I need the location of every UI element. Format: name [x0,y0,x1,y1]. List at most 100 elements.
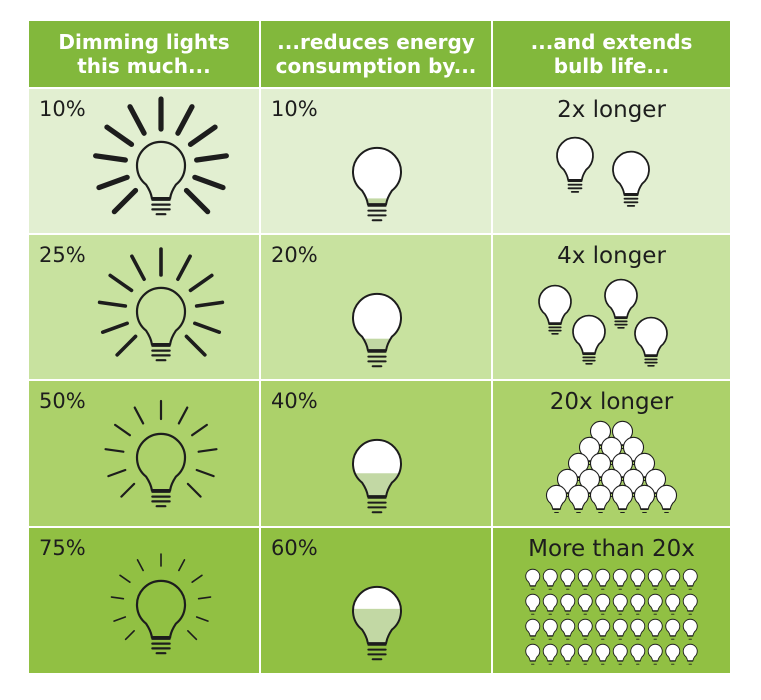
light-rays-icon [93,96,229,215]
light-bulb-icon [595,593,611,615]
light-bulb-icon [525,643,541,665]
dimming-percent: 75% [39,536,86,560]
light-bulb-icon [577,568,593,590]
light-bulb-icon [604,278,638,329]
dimming-cell: 50% [28,380,260,527]
light-rays-icon [104,399,218,498]
light-bulb-icon [525,618,541,640]
light-bulb-icon [135,579,187,655]
energy-cell: 10% [260,88,492,234]
energy-percent: 40% [271,389,318,413]
light-bulb-icon [577,643,593,665]
light-bulb-icon [560,618,576,640]
energy-percent: 60% [271,536,318,560]
light-bulb-icon [630,568,646,590]
light-bulb-icon [612,568,628,590]
light-bulb-icon [682,593,698,615]
light-bulb-icon [656,484,677,514]
energy-cell: 20% [260,234,492,380]
light-bulb-icon [647,568,663,590]
bulb-life-cell: More than 20x [492,527,731,674]
bulb-life-cell: 4x longer [492,234,731,380]
light-bulb-icon [665,568,681,590]
light-bulb-icon [546,484,567,514]
dimming-cell: 75% [28,527,260,674]
light-bulb-icon [577,618,593,640]
bulb-life-label: More than 20x [528,536,695,562]
bulb-life-label: 2x longer [557,97,666,123]
light-bulb-icon [352,438,402,514]
light-bulb-icon [665,643,681,665]
light-bulb-icon [542,643,558,665]
cell-graphic [546,420,677,514]
light-bulb-icon [560,568,576,590]
energy-cell: 60% [260,527,492,674]
light-bulb-icon [556,136,594,193]
light-bulb-icon [612,643,628,665]
bulb-life-cell: 2x longer [492,88,731,234]
light-bulb-icon [682,618,698,640]
header-energy: ...reduces energy consumption by... [260,20,492,88]
bulb-life-label: 20x longer [549,389,674,415]
light-bulb-icon [647,593,663,615]
header-dimming: Dimming lights this much... [28,20,260,88]
light-bulb-icon [538,284,572,335]
dimming-cell: 25% [28,234,260,380]
light-bulb-icon [682,568,698,590]
light-bulb-icon [647,643,663,665]
light-bulb-icon [630,618,646,640]
light-bulb-icon [634,316,668,367]
light-bulb-icon [595,568,611,590]
header-energy-text: ...reduces energy consumption by... [275,30,477,78]
light-bulb-icon [542,593,558,615]
cell-graphic [110,553,212,655]
light-bulb-icon [525,568,541,590]
light-bulb-icon [542,618,558,640]
light-bulb-icon [572,314,606,365]
light-bulb-icon [612,618,628,640]
light-bulb-icon [352,292,402,368]
energy-cell: 40% [260,380,492,527]
energy-percent: 10% [271,97,318,121]
light-bulb-icon [595,618,611,640]
header-dimming-text: Dimming lights this much... [58,30,230,78]
light-bulb-icon [590,484,611,514]
cell-graphic [352,292,402,368]
light-rays-icon [110,553,212,641]
cell-graphic [556,136,650,207]
light-bulb-icon [647,618,663,640]
light-bulb-icon [630,593,646,615]
dimming-percent: 25% [39,243,86,267]
cell-graphic [93,96,229,216]
dimming-cell: 10% [28,88,260,234]
light-bulb-icon [135,432,187,508]
header-bulb-life: ...and extends bulb life... [492,20,731,88]
light-rays-icon [97,247,225,357]
light-bulb-icon [560,643,576,665]
light-bulb-icon [682,643,698,665]
light-bulb-icon [630,643,646,665]
light-bulb-icon [612,593,628,615]
light-bulb-icon [560,593,576,615]
light-bulb-icon [577,593,593,615]
dimming-percent: 50% [39,389,86,413]
light-bulb-icon [612,150,650,207]
cell-graphic [352,146,402,222]
cell-graphic [525,568,698,665]
dimming-infographic-table: Dimming lights this much... ...reduces e… [28,20,731,674]
header-bulb-life-text: ...and extends bulb life... [530,30,693,78]
light-bulb-icon [525,593,541,615]
light-bulb-icon [542,568,558,590]
cell-graphic [104,399,218,508]
cell-graphic [97,247,225,362]
bulb-life-label: 4x longer [557,243,666,269]
dimming-percent: 10% [39,97,86,121]
light-bulb-icon [135,286,187,362]
light-bulb-icon [595,643,611,665]
cell-graphic [538,278,668,367]
light-bulb-icon [665,618,681,640]
light-bulb-icon [135,140,187,216]
light-bulb-icon [612,484,633,514]
energy-percent: 20% [271,243,318,267]
cell-graphic [352,438,402,514]
